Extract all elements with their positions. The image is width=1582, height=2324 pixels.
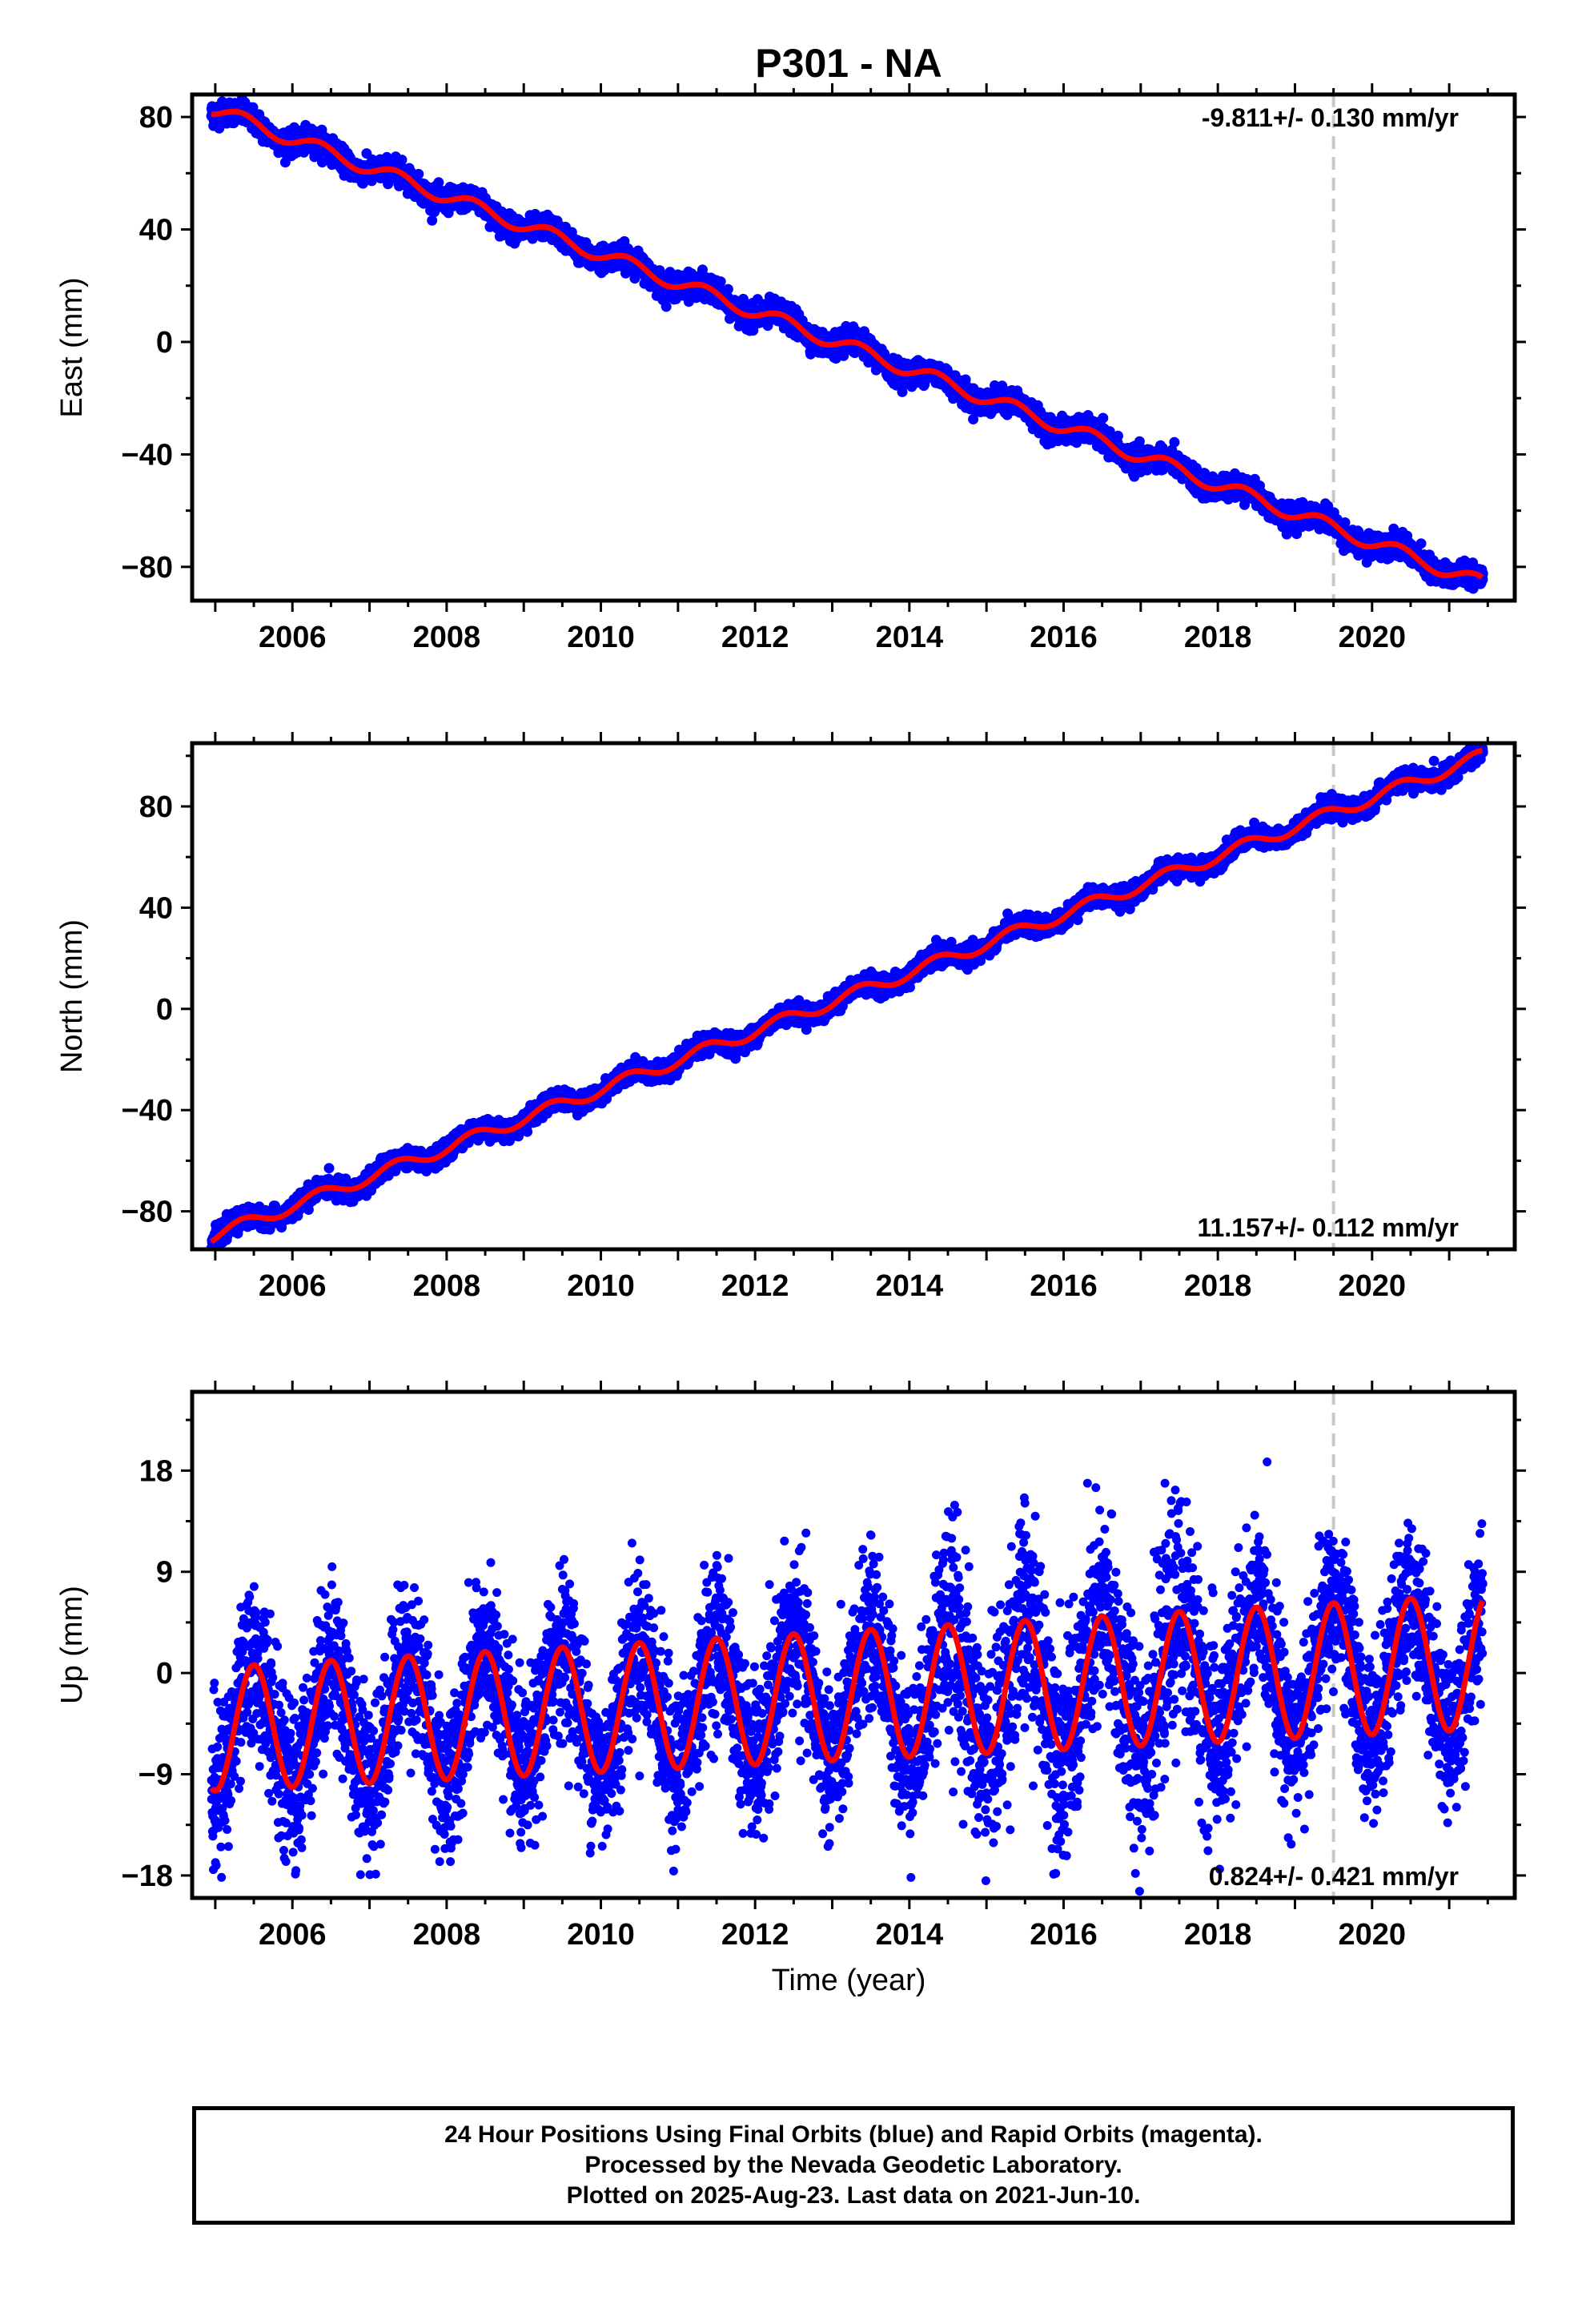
y-tick-label: 0 [156, 326, 173, 360]
x-tick-label: 2006 [259, 1918, 327, 1952]
x-tick-label: 2012 [721, 1918, 789, 1952]
y-tick-label: −9 [139, 1759, 173, 1792]
x-tick-label: 2006 [259, 621, 327, 654]
x-tick-label: 2008 [413, 1269, 481, 1303]
x-tick-label: 2008 [413, 1918, 481, 1952]
x-tick-label: 2010 [567, 621, 635, 654]
y-tick-label: −80 [122, 551, 173, 585]
y-tick-label: 18 [139, 1454, 173, 1488]
y-tick-label: 0 [156, 1657, 173, 1691]
y-tick-label: 40 [139, 891, 173, 925]
x-tick-label: 2020 [1339, 1918, 1407, 1952]
x-tick-label: 2014 [876, 1918, 944, 1952]
rate-label: -9.811+/- 0.130 mm/yr [1202, 103, 1459, 132]
y-tick-label: 80 [139, 101, 173, 135]
x-tick-label: 2016 [1030, 1269, 1098, 1303]
up-panel: 2006 2008 2010 2012 2014 2016 2018 2020 18 9 0 −9 −1… [55, 1381, 1526, 1952]
north-panel: 2006 2008 2010 2012 2014 2016 2018 2020 80 40 0 −40… [55, 732, 1526, 1303]
y-axis-label: Up (mm) [55, 1586, 89, 1704]
x-tick-label: 2020 [1339, 1269, 1407, 1303]
x-tick-label: 2008 [413, 621, 481, 654]
y-tick-label: −40 [122, 438, 173, 472]
footer-line-3: Plotted on 2025-Aug-23. Last data on 202… [567, 2181, 1141, 2211]
x-tick-label: 2014 [876, 1269, 944, 1303]
y-tick-label: 40 [139, 214, 173, 247]
figure-title: P301 - NA [755, 41, 942, 86]
x-tick-label: 2016 [1030, 621, 1098, 654]
y-axis-label: East (mm) [55, 277, 89, 417]
x-tick-label: 2010 [567, 1918, 635, 1952]
x-tick-label: 2018 [1184, 621, 1252, 654]
x-tick-label: 2010 [567, 1269, 635, 1303]
east-panel: 2006 2008 2010 2012 2014 2016 2018 2020 80 40 0 −40… [55, 83, 1526, 654]
y-tick-label: 80 [139, 790, 173, 824]
y-tick-label: −18 [122, 1860, 173, 1893]
x-tick-label: 2020 [1339, 621, 1407, 654]
footer-line-1: 24 Hour Positions Using Final Orbits (bl… [444, 2120, 1263, 2150]
x-tick-label: 2012 [721, 621, 789, 654]
x-tick-label: 2018 [1184, 1269, 1252, 1303]
rate-label: 0.824+/- 0.421 mm/yr [1209, 1862, 1459, 1891]
x-tick-label: 2018 [1184, 1918, 1252, 1952]
y-axis-label: North (mm) [55, 919, 89, 1073]
x-tick-label: 2012 [721, 1269, 789, 1303]
footer-caption-box: 24 Hour Positions Using Final Orbits (bl… [192, 2106, 1515, 2225]
x-tick-label: 2014 [876, 621, 944, 654]
x-tick-label: 2006 [259, 1269, 327, 1303]
y-tick-label: −40 [122, 1094, 173, 1128]
time-axis-label: Time (year) [772, 1964, 926, 1997]
y-tick-label: −80 [122, 1196, 173, 1229]
rate-label: 11.157+/- 0.112 mm/yr [1198, 1213, 1459, 1242]
y-tick-label: 0 [156, 993, 173, 1027]
y-tick-label: 9 [156, 1556, 173, 1590]
footer-line-2: Processed by the Nevada Geodetic Laborat… [584, 2150, 1122, 2181]
x-tick-label: 2016 [1030, 1918, 1098, 1952]
